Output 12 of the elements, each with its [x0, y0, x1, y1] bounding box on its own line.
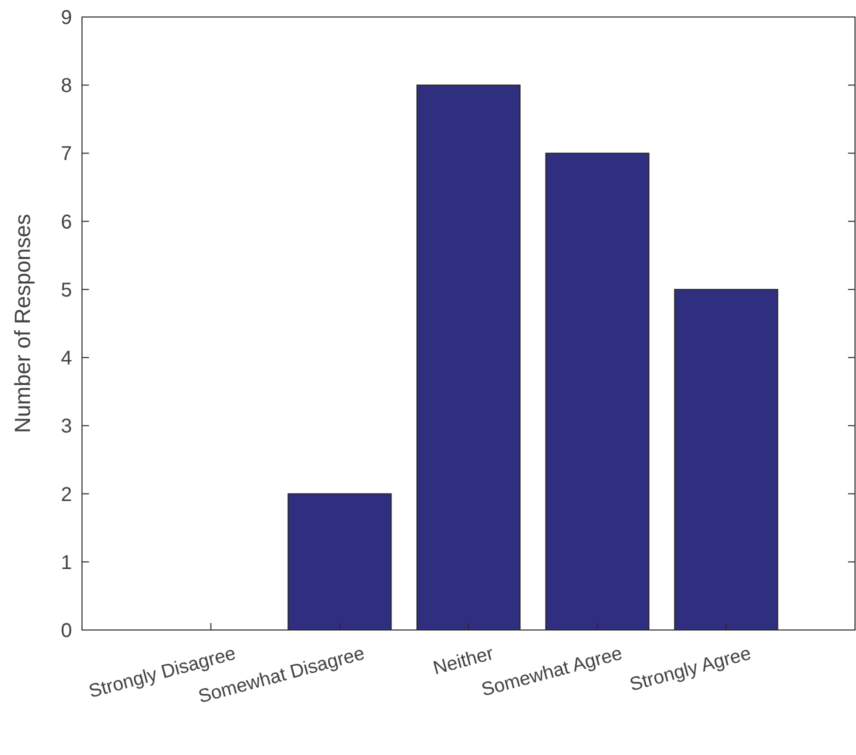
y-tick-label: 6	[60, 211, 72, 234]
y-tick-label: 8	[60, 75, 72, 98]
y-tick-label: 4	[60, 348, 72, 370]
x-tick-label: Strongly Agree	[628, 643, 754, 696]
y-tick-label: 1	[60, 552, 72, 574]
y-tick-label: 3	[60, 416, 72, 438]
y-tick-label: 9	[60, 7, 72, 29]
y-tick-label: 7	[60, 143, 72, 166]
y-tick-label: 2	[60, 484, 72, 506]
y-tick-label: 5	[60, 279, 72, 302]
y-tick-label: 0	[60, 620, 72, 642]
y-axis-title: Number of Responses	[10, 214, 35, 433]
